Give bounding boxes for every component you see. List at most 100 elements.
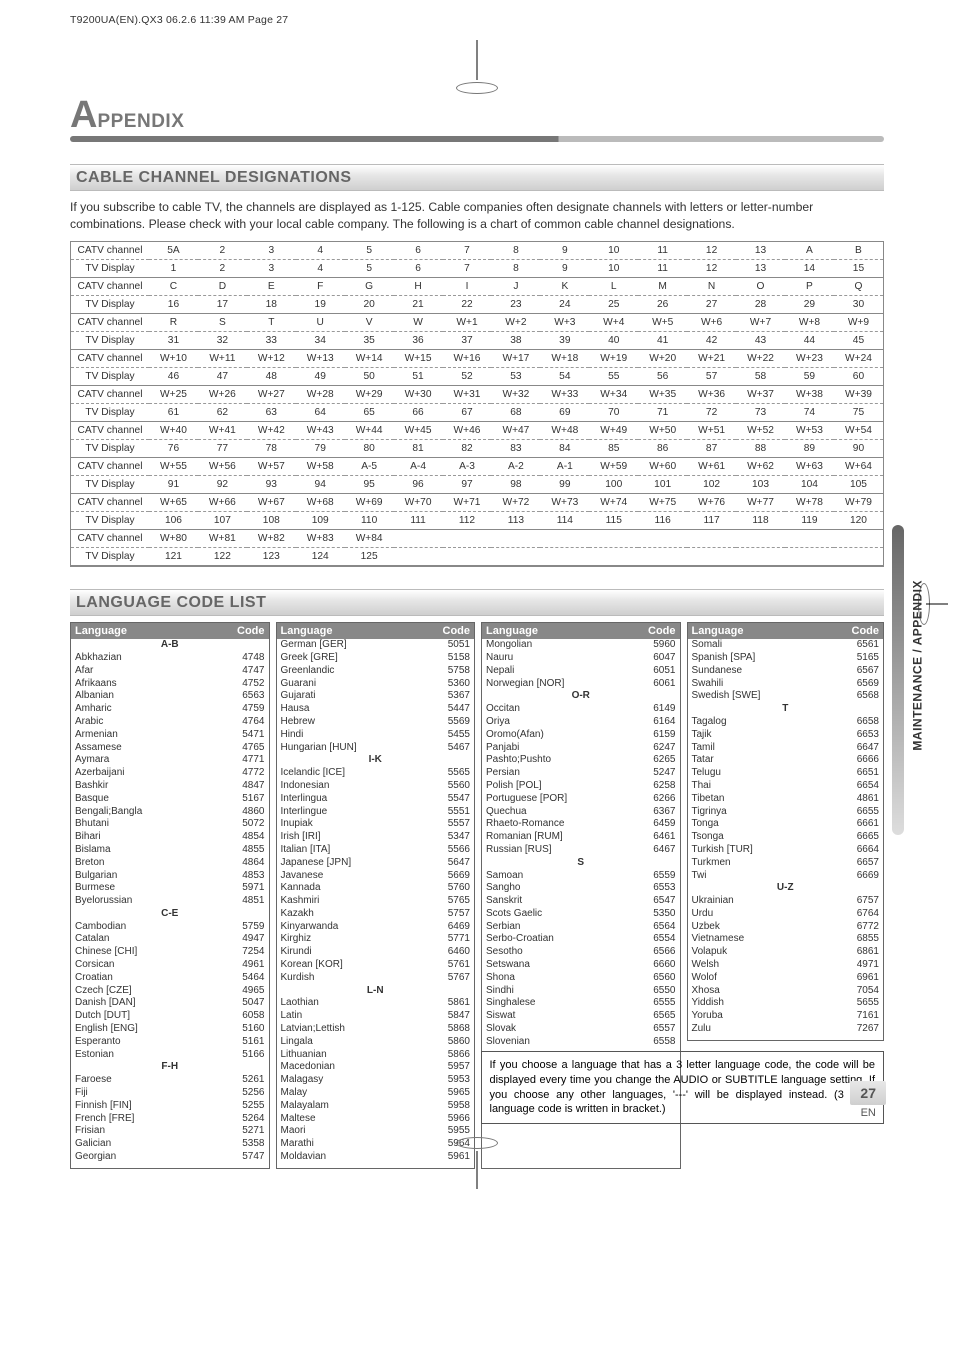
language-name: Setswana	[482, 959, 636, 972]
language-code: 6651	[839, 767, 883, 780]
language-code: 5247	[636, 767, 680, 780]
channel-cell: 122	[198, 548, 247, 566]
channel-cell: 104	[785, 476, 834, 494]
channel-cell: W+1	[443, 314, 492, 332]
language-name: Czech [CZE]	[71, 985, 225, 998]
language-code: 5261	[225, 1074, 269, 1087]
channel-row-label: CATV channel	[71, 494, 149, 512]
language-code: 5551	[430, 806, 474, 819]
language-name: French [FRE]	[71, 1113, 225, 1126]
channel-cell: W+27	[247, 386, 296, 404]
language-code: 6653	[839, 729, 883, 742]
language-name: Bihari	[71, 831, 225, 844]
channel-cell: 7	[443, 260, 492, 278]
channel-cell: 14	[785, 260, 834, 278]
language-name: Xhosa	[688, 985, 840, 998]
language-code: 5051	[430, 639, 474, 652]
language-code: 6566	[636, 946, 680, 959]
language-subheading: O-R	[482, 690, 680, 703]
channel-cell: 9	[540, 242, 589, 260]
language-code: 5464	[225, 972, 269, 985]
channel-cell: L	[589, 278, 638, 296]
language-name: Mongolian	[482, 639, 636, 652]
channel-cell: 18	[247, 296, 296, 314]
channel-row-label: TV Display	[71, 260, 149, 278]
channel-cell: 103	[736, 476, 785, 494]
channel-cell: 27	[687, 296, 736, 314]
language-name: Tsonga	[688, 831, 840, 844]
channel-cell: W+25	[149, 386, 198, 404]
language-code: 4851	[225, 895, 269, 908]
language-code: 6258	[636, 780, 680, 793]
channel-cell: 52	[443, 368, 492, 386]
language-code: 6861	[839, 946, 883, 959]
language-code: 4861	[839, 793, 883, 806]
header-meta: T9200UA(EN).QX3 06.2.6 11:39 AM Page 27	[70, 14, 884, 26]
channel-cell: W+32	[491, 386, 540, 404]
channel-cell: A-4	[394, 458, 443, 476]
language-code: 5557	[430, 818, 474, 831]
language-code: 5860	[430, 1036, 474, 1049]
language-name: Armenian	[71, 729, 225, 742]
language-name: Bashkir	[71, 780, 225, 793]
channel-cell: W+12	[247, 350, 296, 368]
language-name: Russian [RUS]	[482, 844, 636, 857]
channel-cell: A	[785, 242, 834, 260]
crop-mark	[456, 1137, 498, 1149]
language-code: 5961	[430, 1151, 474, 1164]
language-name: Bengali;Bangla	[71, 806, 225, 819]
section-heading-language: LANGUAGE CODE LIST	[70, 589, 884, 616]
page-number-value: 27	[850, 1081, 886, 1105]
channel-cell: 73	[736, 404, 785, 422]
language-code: 6557	[636, 1023, 680, 1036]
language-name: Tamil	[688, 742, 840, 755]
channel-cell: 24	[540, 296, 589, 314]
channel-cell	[736, 530, 785, 548]
channel-cell: 97	[443, 476, 492, 494]
language-code: 5847	[430, 1010, 474, 1023]
language-code: 5971	[225, 882, 269, 895]
channel-cell: 61	[149, 404, 198, 422]
language-name: Javanese	[277, 870, 431, 883]
channel-cell: E	[247, 278, 296, 296]
channel-cell: 119	[785, 512, 834, 530]
channel-cell	[687, 548, 736, 566]
language-name: Byelorussian	[71, 895, 225, 908]
language-code: 6559	[636, 870, 680, 883]
channel-cell: 37	[443, 332, 492, 350]
language-name: Irish [IRI]	[277, 831, 431, 844]
channel-cell: W+48	[540, 422, 589, 440]
language-note: If you choose a language that has a 3 le…	[481, 1051, 885, 1124]
language-subheading: F-H	[71, 1061, 269, 1074]
language-code: 4752	[225, 678, 269, 691]
language-code: 5471	[225, 729, 269, 742]
language-name: Sanskrit	[482, 895, 636, 908]
language-code: 5868	[430, 1023, 474, 1036]
language-code: 4771	[225, 754, 269, 767]
language-name: Swedish [SWE]	[688, 690, 840, 703]
title-initial: A	[70, 96, 97, 134]
channel-cell: S	[198, 314, 247, 332]
channel-cell: 108	[247, 512, 296, 530]
language-name: Twi	[688, 870, 840, 883]
language-code: 6558	[636, 1036, 680, 1049]
language-code: 4860	[225, 806, 269, 819]
language-name: Uzbek	[688, 921, 840, 934]
channel-row-label: CATV channel	[71, 386, 149, 404]
language-code: 4855	[225, 844, 269, 857]
channel-cell: A-2	[491, 458, 540, 476]
language-name: Italian [ITA]	[277, 844, 431, 857]
channel-cell: 120	[834, 512, 883, 530]
channel-cell: W+51	[687, 422, 736, 440]
language-name: Bulgarian	[71, 870, 225, 883]
channel-cell: W+4	[589, 314, 638, 332]
channel-cell: 115	[589, 512, 638, 530]
page-title: A PPENDIX	[70, 96, 884, 134]
channel-cell: 67	[443, 404, 492, 422]
channel-cell: W+14	[345, 350, 394, 368]
language-code: 6554	[636, 933, 680, 946]
language-code: 5047	[225, 997, 269, 1010]
language-name: Greek [GRE]	[277, 652, 431, 665]
language-code: 5367	[430, 690, 474, 703]
language-code: 5255	[225, 1100, 269, 1113]
